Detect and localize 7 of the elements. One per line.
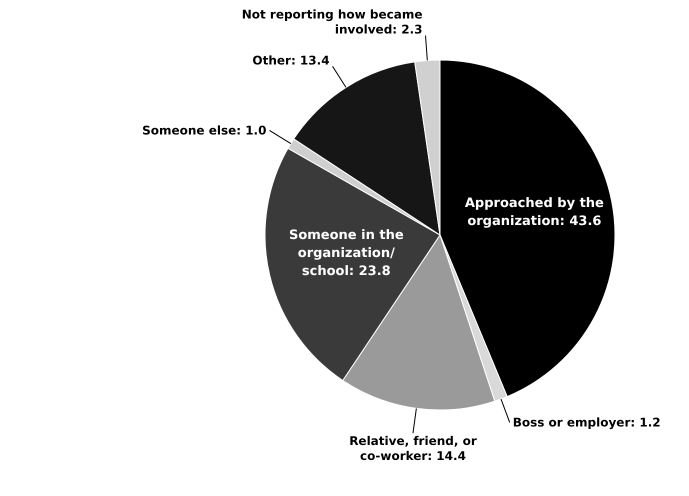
slice-label: Not reporting how became involved: 2.3 — [242, 8, 423, 37]
slice-label: Other: 13.4 — [252, 53, 330, 68]
slice-label: Relative, friend, or co-worker: 14.4 — [349, 434, 477, 464]
slice-label: Boss or employer: 1.2 — [512, 415, 661, 430]
slice-label: Someone in the organization/ school: 23.8 — [288, 228, 404, 280]
slice-label: Someone else: 1.0 — [142, 123, 266, 138]
slice-label: Approached by the organization: 43.6 — [464, 196, 604, 230]
